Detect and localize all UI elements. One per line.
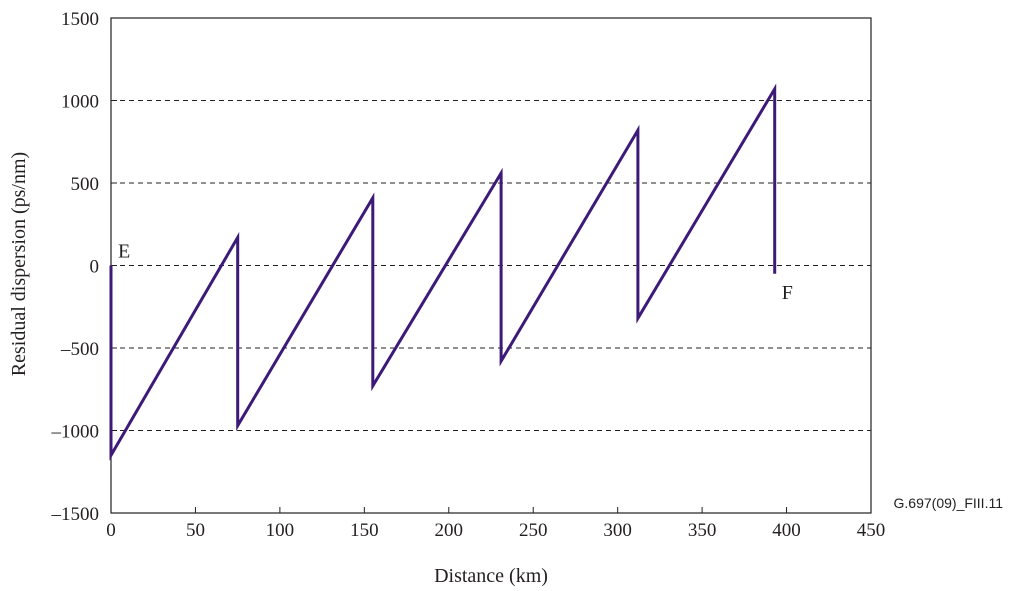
residual-dispersion-line xyxy=(109,83,777,461)
y-tick-label: –1500 xyxy=(51,504,100,525)
x-tick-label: 50 xyxy=(186,520,205,541)
x-tick-label: 300 xyxy=(603,520,632,541)
x-tick-label: 0 xyxy=(106,520,116,541)
y-tick-label: 500 xyxy=(71,174,100,195)
y-tick-label: 1000 xyxy=(61,92,99,113)
gridlines xyxy=(111,100,871,431)
x-tick-label: 400 xyxy=(772,520,801,541)
series-layer xyxy=(109,83,777,461)
y-tick-label: 0 xyxy=(90,257,100,278)
x-tick-label: 350 xyxy=(688,520,717,541)
y-tick-label: 1500 xyxy=(61,9,99,30)
x-ticks: 0 50 100 150 200 250 300 350 400 450 xyxy=(106,507,885,541)
y-ticks: 1500 1000 500 0 –500 –1000 –1500 xyxy=(51,9,117,525)
x-tick-label: 450 xyxy=(857,520,886,541)
x-tick-label: 250 xyxy=(519,520,548,541)
x-tick-label: 200 xyxy=(435,520,464,541)
y-tick-label: –500 xyxy=(60,339,99,360)
annotation-f: F xyxy=(782,282,793,304)
annotation-e: E xyxy=(118,241,130,263)
y-tick-label: –1000 xyxy=(51,422,100,443)
annotation-layer: EF xyxy=(118,241,793,304)
y-axis-title: Residual dispersion (ps/nm) xyxy=(8,152,30,376)
x-axis-title: Distance (km) xyxy=(434,565,548,587)
figure-id-label: G.697(09)_FIII.11 xyxy=(894,495,1004,511)
x-tick-label: 150 xyxy=(350,520,379,541)
x-tick-label: 100 xyxy=(266,520,295,541)
